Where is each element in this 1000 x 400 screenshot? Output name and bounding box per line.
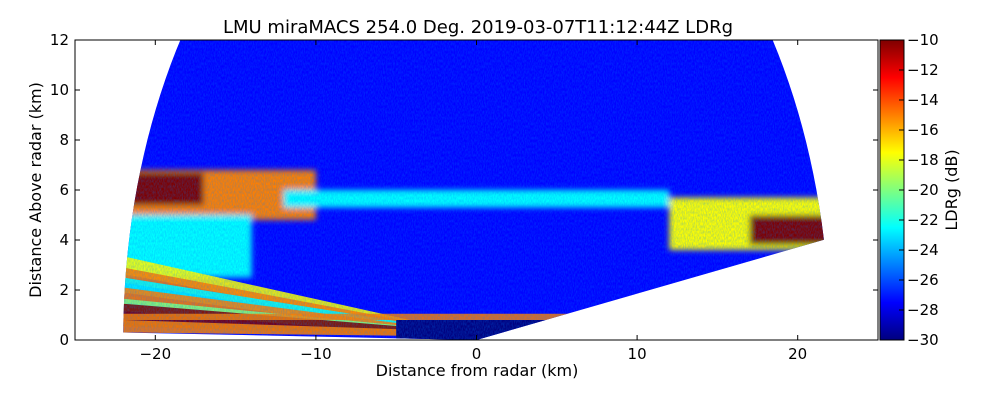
y-tick-label: 0 — [59, 331, 69, 349]
y-tick-label: 4 — [59, 231, 69, 249]
x-axis-label: Distance from radar (km) — [376, 361, 579, 380]
colorbar-label: LDRg (dB) — [942, 149, 961, 230]
x-tick-label: −10 — [300, 345, 332, 363]
colorbar-ticks: −30 −28 −26 −24 −22 −20 −18 −16 −14 −12 −10 — [899, 31, 939, 349]
colorbar-tick-label: −12 — [907, 61, 939, 79]
y-tick-label: 6 — [59, 181, 69, 199]
colorbar-tick-label: −16 — [907, 121, 939, 139]
colorbar-tick-label: −30 — [907, 331, 939, 349]
colorbar-tick-label: −18 — [907, 151, 939, 169]
y-tick-label: 10 — [50, 81, 69, 99]
y-tick-label: 8 — [59, 131, 69, 149]
x-tick-label: 20 — [788, 345, 807, 363]
colorbar: −30 −28 −26 −24 −22 −20 −18 −16 −14 −12 −10 LDRg (… — [879, 31, 961, 349]
y-tick-label: 12 — [50, 31, 69, 49]
colorbar-tick-label: −28 — [907, 301, 939, 319]
radar-cone-field — [123, 40, 824, 340]
colorbar-tick-label: −14 — [907, 91, 939, 109]
colorbar-tick-label: −26 — [907, 271, 939, 289]
x-tick-label: −20 — [139, 345, 171, 363]
colorbar-tick-label: −24 — [907, 241, 939, 259]
y-tick-label: 2 — [59, 281, 69, 299]
x-tick-label: 0 — [472, 345, 482, 363]
colorbar-tick-label: −10 — [907, 31, 939, 49]
colorbar-tick-label: −22 — [907, 211, 939, 229]
y-axis: 0 2 4 6 8 10 12 — [50, 31, 878, 349]
y-axis-label: Distance Above radar (km) — [26, 82, 45, 298]
chart-title: LMU miraMACS 254.0 Deg. 2019-03-07T11:12… — [223, 17, 733, 38]
x-tick-label: 10 — [628, 345, 647, 363]
x-axis: −20 −10 0 10 20 — [139, 40, 807, 363]
colorbar-tick-label: −20 — [907, 181, 939, 199]
plot-area — [75, 40, 878, 340]
